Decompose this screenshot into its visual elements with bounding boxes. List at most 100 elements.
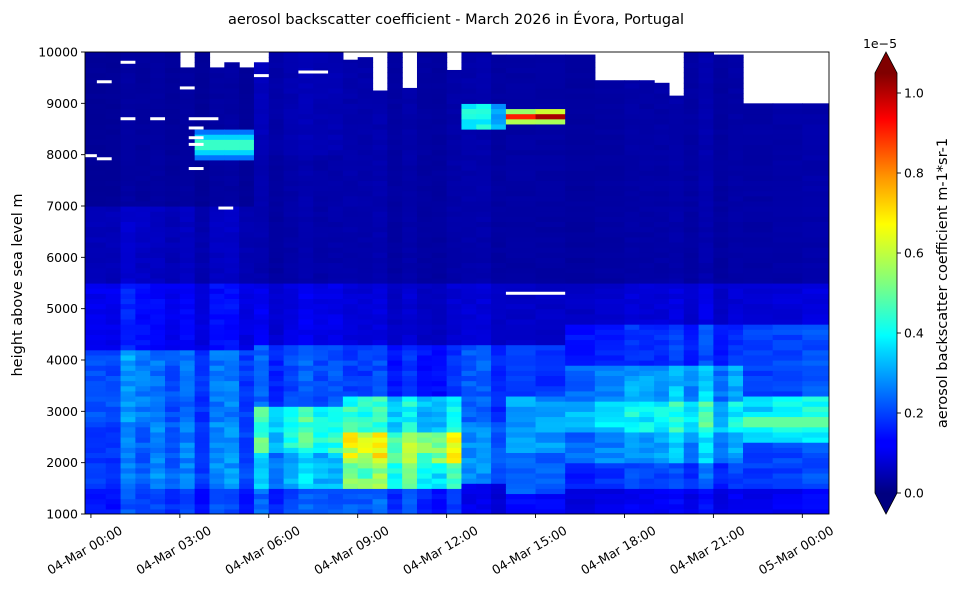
heatmap-cell [224, 457, 240, 464]
heatmap-cell [461, 293, 477, 299]
heatmap-cell [179, 457, 196, 464]
heatmap-cell [461, 493, 477, 500]
heatmap-cell [402, 211, 418, 217]
heatmap-cell [372, 401, 388, 407]
heatmap-cell [772, 200, 803, 207]
heatmap-cell [476, 129, 492, 135]
heatmap-cell [713, 462, 729, 469]
heatmap-cell [654, 503, 670, 510]
heatmap-cell [179, 185, 196, 192]
heatmap-cell [728, 442, 744, 448]
heatmap-cell [565, 57, 596, 63]
heatmap-cell [342, 498, 359, 505]
heatmap-cell [698, 154, 714, 161]
heatmap-cell [253, 293, 270, 299]
heatmap-cell [491, 267, 507, 274]
heatmap-cell [802, 349, 829, 356]
heatmap-cell [743, 211, 774, 217]
heatmap-cell [120, 226, 136, 233]
heatmap-cell [431, 103, 448, 110]
heatmap-cell [372, 493, 388, 500]
heatmap-cell [313, 211, 329, 217]
heatmap-cell [298, 437, 314, 443]
heatmap-cell [402, 447, 418, 453]
heatmap-cell [698, 308, 714, 315]
heatmap-cell [342, 67, 359, 74]
heatmap-cell [372, 211, 388, 217]
heatmap-cell [268, 175, 285, 181]
heatmap-cell [683, 472, 700, 479]
heatmap-cell [372, 129, 388, 135]
heatmap-cell [683, 462, 700, 469]
heatmap-cell [150, 257, 166, 264]
heatmap-cell [505, 72, 537, 79]
heatmap-cell [416, 483, 433, 489]
heatmap-cell [743, 252, 774, 258]
heatmap-cell [491, 365, 507, 371]
heatmap-cell [283, 478, 300, 484]
heatmap-cell [85, 236, 107, 243]
heatmap-cell [802, 395, 829, 402]
heatmap-cell [239, 288, 255, 294]
heatmap-cell [224, 488, 240, 495]
heatmap-cell [505, 395, 537, 402]
heatmap-cell [476, 426, 492, 433]
heatmap-cell [728, 472, 744, 479]
heatmap-cell [461, 452, 477, 459]
heatmap-cell [194, 385, 211, 392]
heatmap-cell [802, 123, 829, 130]
heatmap-cell [357, 231, 374, 238]
heatmap-cell [150, 190, 166, 197]
heatmap-cell [565, 113, 596, 120]
heatmap-cell [120, 308, 136, 315]
heatmap-cell [357, 431, 374, 438]
heatmap-cell [446, 360, 463, 366]
heatmap-cell [239, 139, 255, 145]
heatmap-cell [179, 262, 196, 269]
heatmap-cell [535, 123, 566, 130]
heatmap-cell [728, 206, 744, 212]
heatmap-cell [120, 241, 136, 248]
heatmap-cell [253, 262, 270, 269]
heatmap-cell [283, 283, 300, 289]
heatmap-cell [446, 175, 463, 181]
heatmap-cell [683, 185, 700, 192]
heatmap-cell [713, 257, 729, 264]
heatmap-cell [639, 175, 655, 181]
heatmap-cell [120, 390, 136, 397]
heatmap-cell [698, 339, 714, 346]
heatmap-cell [313, 493, 329, 500]
heatmap-cell [713, 370, 729, 376]
heatmap-cell [239, 508, 255, 514]
heatmap-cell [668, 498, 685, 505]
heatmap-cell [698, 349, 714, 356]
heatmap-cell [150, 108, 166, 115]
heatmap-cell [268, 395, 285, 402]
heatmap-cell [565, 236, 596, 243]
heatmap-cell [416, 503, 433, 510]
heatmap-cell [239, 339, 255, 346]
heatmap-cell [446, 318, 463, 325]
heatmap-cell [268, 180, 285, 187]
heatmap-cell [268, 267, 285, 274]
heatmap-cell [402, 252, 418, 258]
heatmap-cell [505, 303, 537, 310]
heatmap-cell [491, 272, 507, 279]
heatmap-cell [431, 426, 448, 433]
heatmap-cell [802, 231, 829, 238]
heatmap-cell [85, 103, 107, 110]
heatmap-cell [505, 426, 537, 433]
heatmap-cell [491, 395, 507, 402]
missing-data-strip [188, 167, 204, 171]
heatmap-cell [209, 144, 225, 151]
heatmap-cell [328, 431, 344, 438]
heatmap-cell [120, 236, 136, 243]
heatmap-cell [461, 200, 477, 207]
heatmap-cell [624, 503, 640, 510]
heatmap-cell [150, 67, 166, 74]
heatmap-cell [135, 190, 151, 197]
heatmap-cell [135, 226, 151, 233]
heatmap-cell [85, 154, 107, 161]
heatmap-cell [446, 241, 463, 248]
heatmap-cell [328, 308, 344, 315]
